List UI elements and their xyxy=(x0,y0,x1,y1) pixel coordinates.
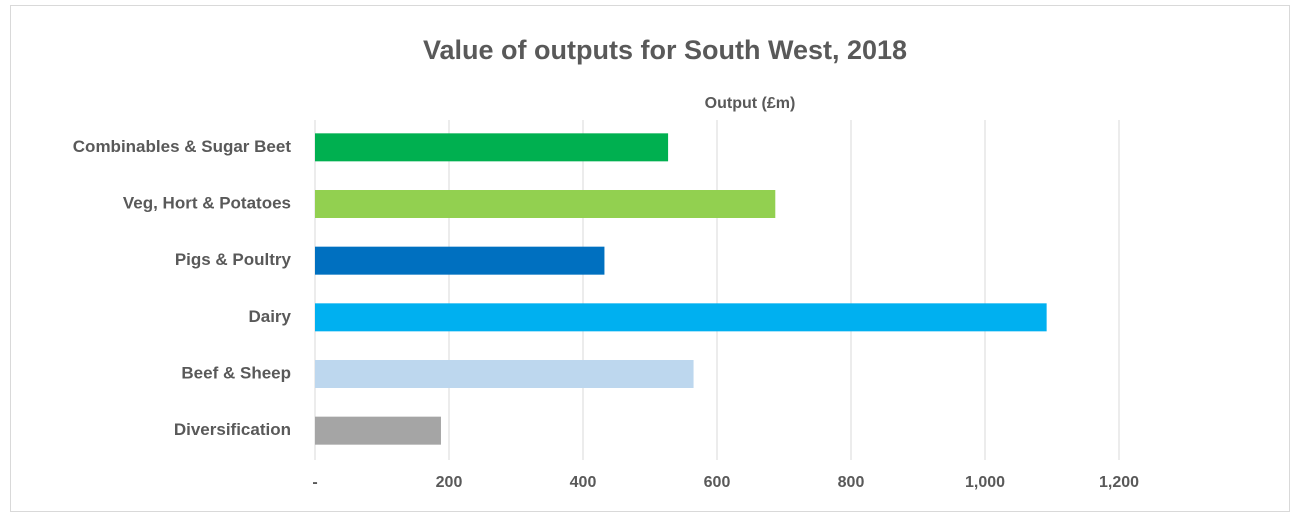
x-tick-label: 400 xyxy=(570,474,597,491)
x-tick-label: 1,200 xyxy=(1099,474,1139,491)
x-tick-label: 800 xyxy=(838,474,865,491)
y-tick-label: Dairy xyxy=(248,307,291,326)
x-tick-label: 200 xyxy=(436,474,463,491)
y-tick-label: Combinables & Sugar Beet xyxy=(73,137,292,156)
axis-title: Output (£m) xyxy=(705,95,796,112)
y-tick-label: Pigs & Poultry xyxy=(175,250,292,269)
bar xyxy=(315,303,1047,332)
bar xyxy=(315,360,694,388)
y-tick-label: Veg, Hort & Potatoes xyxy=(123,193,291,212)
chart-title: Value of outputs for South West, 2018 xyxy=(423,35,907,65)
y-tick-label: Beef & Sheep xyxy=(181,363,291,382)
y-tick-label: Diversification xyxy=(174,420,291,439)
bar xyxy=(315,416,441,445)
bar xyxy=(315,246,605,275)
x-tick-label: 1,000 xyxy=(965,474,1005,491)
chart-border xyxy=(10,5,1290,512)
x-tick-label: - xyxy=(312,474,317,491)
bar xyxy=(315,190,776,218)
x-tick-label: 600 xyxy=(704,474,731,491)
bar xyxy=(315,133,669,162)
